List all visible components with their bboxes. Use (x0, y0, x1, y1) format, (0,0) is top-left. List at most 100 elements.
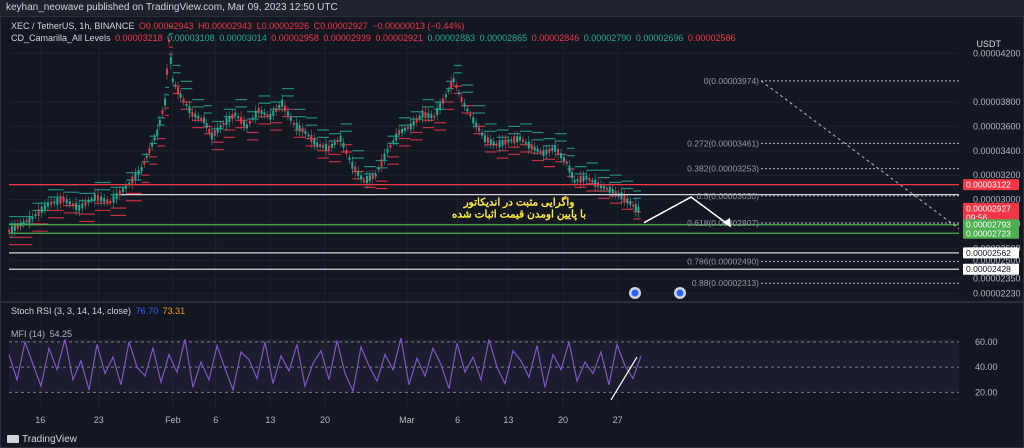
candle (231, 114, 234, 120)
fib-level-label: 0.618(0.00002807) (687, 218, 759, 228)
indicator-name[interactable]: CD_Camarilla_All Levels (11, 33, 111, 43)
candle (472, 117, 475, 124)
candle (96, 195, 99, 202)
candle (13, 224, 16, 231)
candle (463, 102, 466, 107)
candle (398, 129, 401, 135)
camarilla-value: 0.00002883 (427, 33, 476, 43)
candle (539, 150, 542, 153)
rsi-legend[interactable]: Stoch RSI (3, 3, 14, 14, close) 76.70 73… (11, 306, 185, 316)
mfi-name[interactable]: MFI (14) (11, 329, 46, 339)
camarilla-value: 0.00002790 (583, 33, 632, 43)
candle (460, 97, 463, 103)
candle (161, 110, 164, 115)
high-label: H (198, 21, 205, 31)
candle (128, 182, 131, 185)
candle (600, 184, 603, 189)
price-chart[interactable]: 0(0.00003974) 0.272(0.00003461) 0.382(0.00… (1, 17, 1023, 447)
candle (415, 118, 418, 123)
candle (185, 104, 188, 107)
camarilla-value: 0.00003014 (219, 33, 267, 43)
candle (322, 145, 325, 148)
fib-level-label: 0(0.00003974) (704, 76, 759, 86)
candle (442, 98, 445, 104)
x-tick-label: Feb (165, 415, 181, 425)
fib-level-label: 0.786(0.00002490) (687, 257, 759, 267)
candle (87, 199, 90, 203)
candle (25, 220, 28, 223)
open-value: 0.00002943 (145, 21, 194, 31)
candle (576, 179, 579, 182)
candle (486, 137, 489, 144)
indicator-legend[interactable]: CD_Camarilla_All Levels 0.00003218 0.000… (11, 33, 735, 43)
y-tick-label: 0.00002350 (973, 274, 1021, 284)
candle (403, 127, 406, 131)
rsi-name[interactable]: Stoch RSI (3, 3, 14, 14, close) (11, 306, 132, 316)
symbol-title[interactable]: XEC / TetherUS, 1h, BINANCE (11, 21, 135, 31)
candle (166, 68, 168, 75)
candle (78, 205, 81, 212)
candle (213, 130, 216, 137)
candle (333, 141, 336, 145)
candle (571, 172, 574, 179)
high-value: 0.00002943 (204, 21, 253, 31)
low-label: L (256, 21, 262, 31)
mfi-series-line[interactable] (8, 337, 642, 394)
candle (557, 148, 560, 155)
candle (156, 129, 159, 136)
candle (310, 135, 313, 143)
candle (568, 165, 571, 173)
candle (588, 177, 591, 181)
arrow-head-icon (723, 217, 731, 228)
candle (81, 203, 84, 209)
candle (289, 116, 292, 121)
y-tick-label: 0.00003800 (973, 97, 1021, 107)
price-label-box (963, 179, 1019, 191)
candle (481, 132, 484, 136)
candle (551, 148, 554, 152)
candle (545, 149, 548, 155)
camarilla-value: 0.00002586 (687, 33, 736, 43)
symbol-legend[interactable]: XEC / TetherUS, 1h, BINANCE O0.00002943 … (11, 21, 464, 31)
candle (336, 140, 339, 143)
candle (632, 204, 635, 207)
tradingview-logo[interactable]: TradingView (7, 434, 77, 445)
divergence-trend-line[interactable] (610, 356, 638, 401)
candle (348, 157, 351, 161)
candle (158, 119, 161, 125)
low-value: 0.00002926 (261, 21, 310, 31)
candle (582, 175, 585, 182)
candle (208, 128, 211, 133)
candle (371, 174, 374, 180)
candle (475, 122, 478, 128)
candle (194, 113, 197, 118)
candle (278, 105, 281, 109)
chart-frame[interactable]: 0(0.00003974) 0.272(0.00003461) 0.382(0.00… (0, 16, 1024, 448)
price-label-box (963, 247, 1019, 259)
candle (68, 201, 71, 205)
candle (436, 107, 439, 115)
candle (594, 179, 597, 187)
candle (313, 138, 316, 145)
economic-event-icon-inner (676, 289, 684, 297)
candle (219, 125, 222, 130)
y-tick-label: 0.00003000 (973, 195, 1021, 205)
y-tick-label: 0.00003200 (973, 170, 1021, 180)
tv-logo-text: TradingView (22, 434, 78, 445)
rsi-y-tick-label: 40.00 (975, 362, 998, 372)
candle (284, 105, 287, 112)
rsi-y-tick-label: 20.00 (975, 387, 998, 397)
projection-path[interactable] (643, 196, 730, 226)
candle (444, 94, 447, 98)
camarilla-value: 0.00002846 (531, 33, 580, 43)
candle (281, 99, 284, 107)
candle (629, 201, 632, 206)
candle (275, 107, 278, 112)
candle (501, 139, 504, 146)
candle (623, 195, 626, 202)
candle (637, 206, 640, 213)
candle (498, 140, 501, 148)
candle (56, 197, 59, 205)
candle (266, 114, 269, 117)
mfi-legend[interactable]: MFI (14) 54.25 (11, 329, 72, 339)
